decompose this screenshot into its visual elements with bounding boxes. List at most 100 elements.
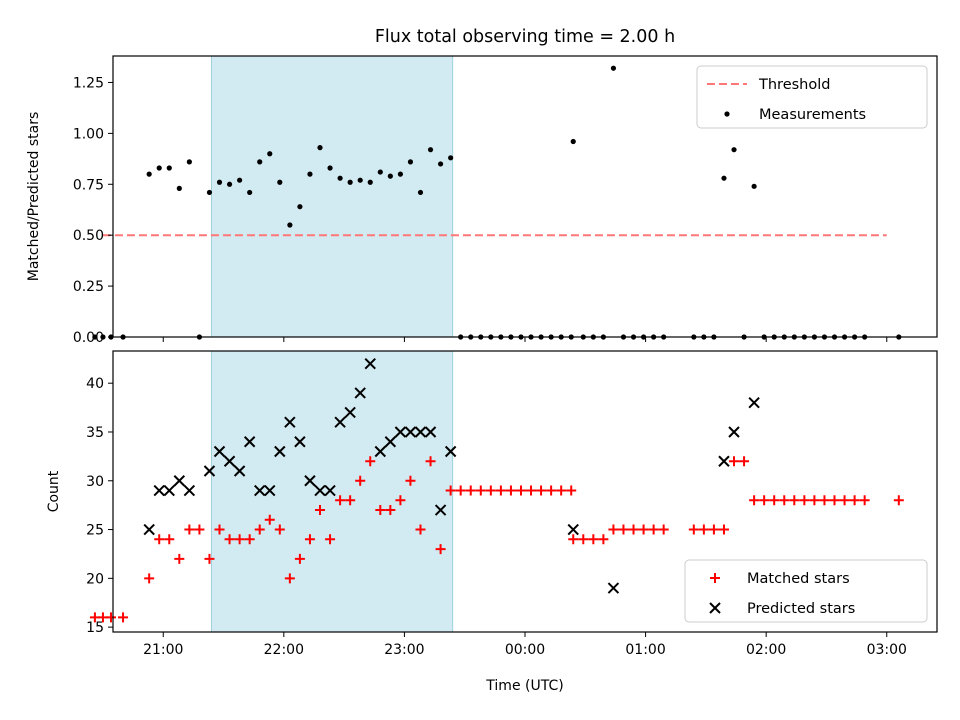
measurement-point [307,171,313,177]
measurement-point [156,165,162,171]
predicted-star-point [444,445,457,458]
matched-star-point [304,534,315,545]
predicted-star-point [213,445,226,458]
measurement-point [570,138,576,145]
bottom-panel: 15 20 25 30 35 40 21:00 22:00 23:00 00:00 01:00 02:… [46,350,938,658]
y-axis-label: Count [46,470,62,512]
measurement-point [731,147,737,153]
matched-star-point [485,485,496,496]
matched-star-point [325,534,336,545]
measurement-point [427,147,434,153]
legend-predicted-swatch [709,602,721,614]
legend-box [684,559,928,623]
matched-star-point [224,534,235,545]
matched-star-point [658,524,669,535]
x-axis-label: Time (UTC) [485,678,563,694]
matched-star-point [395,495,406,506]
matched-star-point [809,495,820,506]
matched-star-point [698,524,709,535]
matched-star-point [505,485,516,496]
matched-star-point [274,524,285,535]
predicted-star-point [354,387,366,399]
measurement-point [237,177,243,183]
measurement-point [297,204,303,210]
matched-star-point [144,573,155,584]
x-tick-label: 23:00 [384,642,424,658]
predicted-star-point [274,445,286,458]
chart-title: Flux total observing time = 2.00 h [375,27,675,47]
legend: Matched stars Predicted stars [684,559,928,623]
predicted-star-point [254,484,266,497]
matched-star-point [859,495,870,506]
y-tick-label: 35 [86,425,104,441]
predicted-star-point [173,475,186,487]
predicted-star-point [294,436,306,448]
matched-star-point [105,612,116,623]
measurement-point [317,145,323,151]
measurement-point [186,159,192,165]
matched-star-point [164,534,175,545]
measurement-point [417,189,424,196]
predicted-star-point [567,523,579,536]
matched-star-point [214,524,225,535]
predicted-star-point [143,523,155,536]
matched-star-point [415,524,426,535]
predicted-star-point [183,484,196,497]
measurement-point [437,161,444,167]
matched-star-point [264,514,275,525]
measurement-point [267,151,273,157]
predicted-star-point [364,357,376,370]
matched-star-point [648,524,659,535]
matched-star-point [194,524,205,535]
measurement-point [287,222,293,228]
matched-star-point [244,534,255,545]
y-tick-label: 0.75 [73,177,104,193]
x-tick-label: 00:00 [505,642,545,658]
measurement-point [100,334,106,340]
y-tick-label: 1.00 [73,126,104,142]
matched-star-point [284,573,295,584]
legend-label: Matched stars [747,571,850,587]
matched-star-point [789,495,800,506]
matched-star-point [315,505,326,516]
predicted-star-point [203,465,216,477]
matched-star-point [375,505,386,516]
matched-star-point [405,475,416,486]
matched-star-point [779,495,790,506]
predicted-star-point [334,416,346,428]
predicted-star-point [718,455,730,467]
matched-star-point [618,524,629,535]
predicted-star-point [424,426,437,438]
measurement-point [397,171,403,177]
predicted-star-point [414,426,427,438]
legend: Threshold Measurements [696,65,928,129]
matched-star-point [234,534,245,545]
x-tick-label: 21:00 [143,642,183,658]
predicted-star-point [223,455,236,467]
matched-star-point [578,534,589,545]
matched-star-point [769,495,780,506]
matched-star-point [455,485,466,496]
matched-star-point [515,485,526,496]
matched-star-point [204,553,215,564]
matched-star-point [435,544,446,555]
x-tick-label: 01:00 [625,642,665,658]
measurement-point [387,173,393,179]
measurement-point [337,175,343,181]
predicted-star-point [374,445,387,458]
matched-star-point [425,456,436,467]
matched-star-point [345,495,356,506]
measurement-point [407,159,414,165]
predicted-star-point [163,484,175,497]
matched-star-point [799,495,810,506]
matched-star-point [536,485,547,496]
legend-measurement-swatch [724,111,730,117]
matched-star-point [598,534,609,545]
matched-star-point [568,534,579,545]
matched-star-point [849,495,860,506]
matched-star-point [839,495,850,506]
measurement-point [277,179,283,185]
y-tick-label: 0.50 [73,228,104,244]
measurement-point [257,159,263,165]
